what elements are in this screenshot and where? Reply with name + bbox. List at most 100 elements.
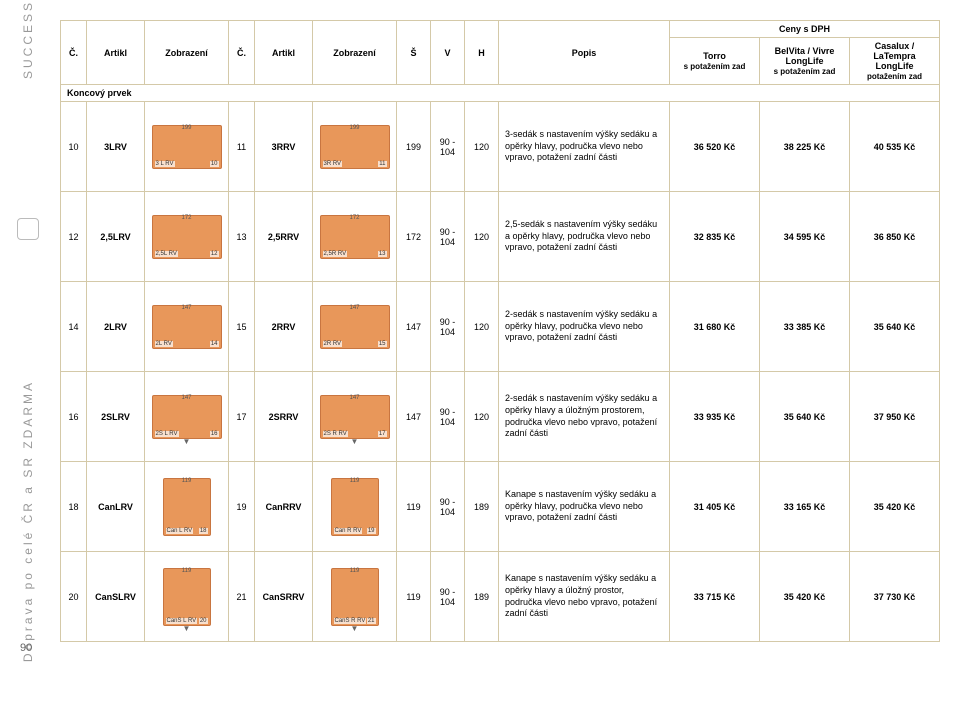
cell-c2: 17 <box>229 372 255 462</box>
cell-artikl1: 2LRV <box>87 282 145 372</box>
cell-price2: 38 225 Kč <box>760 102 850 192</box>
cell-artikl1: CanSLRV <box>87 552 145 642</box>
cell-artikl1: 2SLRV <box>87 372 145 462</box>
cell-s: 119 <box>397 552 431 642</box>
cell-h: 120 <box>465 282 499 372</box>
cell-popis: 2-sedák s nastavením výšky sedáku a opěr… <box>499 282 670 372</box>
cell-s: 147 <box>397 282 431 372</box>
cell-s: 172 <box>397 192 431 282</box>
cell-price2: 33 165 Kč <box>760 462 850 552</box>
hdr-zobr2: Zobrazení <box>313 21 397 85</box>
cell-c1: 20 <box>61 552 87 642</box>
hdr-torro: Torros potažením zad <box>670 38 760 85</box>
hdr-v: V <box>431 21 465 85</box>
page-number: 90 <box>20 642 32 654</box>
cell-price3: 35 420 Kč <box>850 462 940 552</box>
table-row: 122,5LRV1722,5L RV12132,5RRV1722,5R RV13… <box>61 192 940 282</box>
table-row: 18CanLRV119Can L RV1819CanRRV119Can R RV… <box>61 462 940 552</box>
cell-c1: 12 <box>61 192 87 282</box>
cell-c2: 13 <box>229 192 255 282</box>
cell-artikl2: 3RRV <box>255 102 313 192</box>
cell-thumb2: 1472R RV15 <box>313 282 397 372</box>
cell-thumb1: 119Can L RV18 <box>145 462 229 552</box>
leather-icon <box>17 218 39 240</box>
cell-c1: 10 <box>61 102 87 192</box>
cell-c2: 11 <box>229 102 255 192</box>
cell-popis: Kanape s nastavením výšky sedáku a opěrk… <box>499 552 670 642</box>
cell-artikl1: 3LRV <box>87 102 145 192</box>
cell-artikl2: 2SRRV <box>255 372 313 462</box>
cell-price1: 33 715 Kč <box>670 552 760 642</box>
cell-price1: 31 405 Kč <box>670 462 760 552</box>
catalog-table: Č. Artikl Zobrazení Č. Artikl Zobrazení … <box>60 20 940 642</box>
cell-s: 119 <box>397 462 431 552</box>
table-row: 103LRV1993 L RV10113RRV1993R RV1119990 -… <box>61 102 940 192</box>
cell-thumb2: 119Can R RV19 <box>313 462 397 552</box>
cell-c1: 16 <box>61 372 87 462</box>
table-row: 142LRV1472L RV14152RRV1472R RV1514790 - … <box>61 282 940 372</box>
cell-artikl1: CanLRV <box>87 462 145 552</box>
cell-h: 189 <box>465 552 499 642</box>
cell-price3: 40 535 Kč <box>850 102 940 192</box>
hdr-ceny: Ceny s DPH <box>670 21 940 38</box>
cell-thumb1: 1722,5L RV12 <box>145 192 229 282</box>
cell-popis: Kanape s nastavením výšky sedáku a opěrk… <box>499 462 670 552</box>
cell-c1: 18 <box>61 462 87 552</box>
cell-thumb2: 1472S R RV17▼ <box>313 372 397 462</box>
cell-v: 90 - 104 <box>431 282 465 372</box>
cell-v: 90 - 104 <box>431 372 465 462</box>
cell-artikl2: 2RRV <box>255 282 313 372</box>
cell-c2: 15 <box>229 282 255 372</box>
side-labels: SUCCESS Doprava po celé ČR a SR ZDARMA <box>8 0 48 662</box>
cell-h: 120 <box>465 192 499 282</box>
cell-c2: 19 <box>229 462 255 552</box>
cell-popis: 2-sedák s nastavením výšky sedáku a opěr… <box>499 372 670 462</box>
hdr-s: Š <box>397 21 431 85</box>
cell-price2: 35 420 Kč <box>760 552 850 642</box>
hdr-casalux: Casalux / LaTempra LongLifepotažením zad <box>850 38 940 85</box>
cell-h: 189 <box>465 462 499 552</box>
cell-thumb2: 119CanS R RV21▼ <box>313 552 397 642</box>
cell-h: 120 <box>465 102 499 192</box>
cell-thumb1: 119CanS L RV20▼ <box>145 552 229 642</box>
hdr-artikl2: Artikl <box>255 21 313 85</box>
hdr-belvita: BelVita / Vivre LongLifes potažením zad <box>760 38 850 85</box>
hdr-artikl1: Artikl <box>87 21 145 85</box>
hdr-zobr1: Zobrazení <box>145 21 229 85</box>
table-row: 162SLRV1472S L RV16▼172SRRV1472S R RV17▼… <box>61 372 940 462</box>
cell-price2: 35 640 Kč <box>760 372 850 462</box>
hdr-h: H <box>465 21 499 85</box>
hdr-popis: Popis <box>499 21 670 85</box>
cell-price3: 37 950 Kč <box>850 372 940 462</box>
cell-price2: 34 595 Kč <box>760 192 850 282</box>
cell-price3: 36 850 Kč <box>850 192 940 282</box>
cell-v: 90 - 104 <box>431 192 465 282</box>
cell-popis: 2,5-sedák s nastavením výšky sedáku a op… <box>499 192 670 282</box>
cell-artikl2: CanRRV <box>255 462 313 552</box>
cell-artikl2: 2,5RRV <box>255 192 313 282</box>
cell-price1: 31 680 Kč <box>670 282 760 372</box>
cell-thumb1: 1472L RV14 <box>145 282 229 372</box>
cell-thumb2: 1722,5R RV13 <box>313 192 397 282</box>
cell-price3: 37 730 Kč <box>850 552 940 642</box>
cell-c2: 21 <box>229 552 255 642</box>
side-top: SUCCESS <box>21 0 35 79</box>
hdr-koncovy: Koncový prvek <box>61 85 940 102</box>
cell-c1: 14 <box>61 282 87 372</box>
cell-price1: 36 520 Kč <box>670 102 760 192</box>
cell-v: 90 - 104 <box>431 462 465 552</box>
cell-popis: 3-sedák s nastavením výšky sedáku a opěr… <box>499 102 670 192</box>
cell-h: 120 <box>465 372 499 462</box>
cell-v: 90 - 104 <box>431 552 465 642</box>
cell-price1: 32 835 Kč <box>670 192 760 282</box>
cell-thumb1: 1993 L RV10 <box>145 102 229 192</box>
cell-thumb2: 1993R RV11 <box>313 102 397 192</box>
cell-price1: 33 935 Kč <box>670 372 760 462</box>
cell-artikl2: CanSRRV <box>255 552 313 642</box>
cell-s: 199 <box>397 102 431 192</box>
cell-v: 90 - 104 <box>431 102 465 192</box>
cell-price3: 35 640 Kč <box>850 282 940 372</box>
cell-artikl1: 2,5LRV <box>87 192 145 282</box>
side-bottom: Doprava po celé ČR a SR ZDARMA <box>21 380 35 662</box>
cell-s: 147 <box>397 372 431 462</box>
